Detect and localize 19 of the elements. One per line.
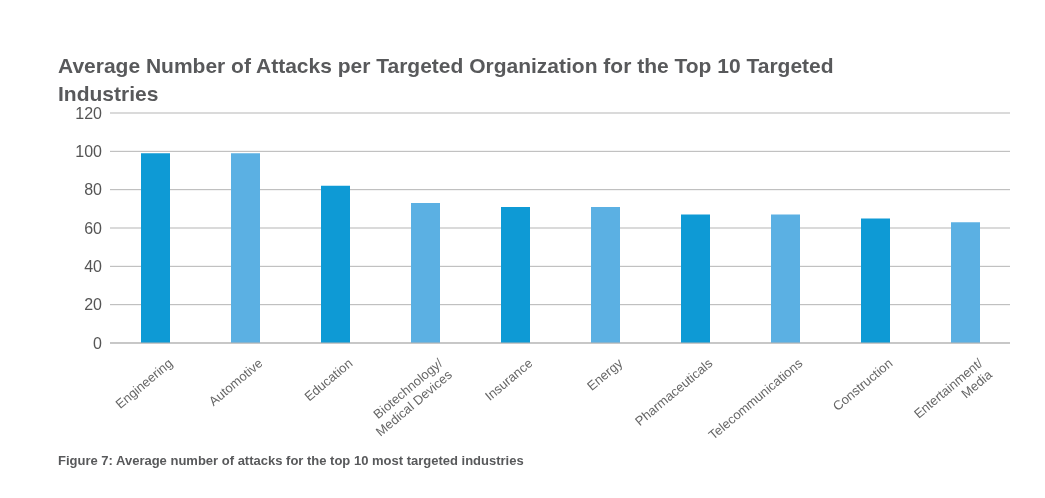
y-tick-label: 60 (84, 219, 103, 237)
bar (141, 153, 170, 343)
bar (501, 206, 530, 343)
bar (231, 153, 260, 343)
bar (861, 218, 890, 343)
bar (591, 206, 620, 343)
y-tick-label: 40 (84, 258, 103, 276)
y-tick-label: 100 (75, 143, 103, 161)
bar (321, 185, 350, 343)
bar (771, 214, 800, 343)
chart-title: Average Number of Attacks per Targeted Organization for the Top 10 Targeted Industries (58, 53, 835, 107)
bar (411, 203, 440, 343)
bar (951, 222, 980, 343)
y-tick-label: 80 (84, 181, 103, 199)
bar (681, 214, 710, 343)
y-tick-label: 0 (93, 334, 103, 352)
y-tick-label: 120 (75, 104, 103, 122)
caption: Figure 7: Average number of attacks for the top 10 most targeted industries (58, 453, 524, 468)
y-tick-label: 20 (84, 296, 103, 314)
